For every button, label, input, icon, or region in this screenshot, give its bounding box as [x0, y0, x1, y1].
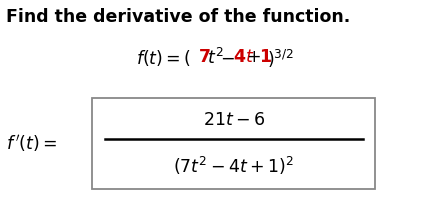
Text: $\mathit{f\,}'(t) =$: $\mathit{f\,}'(t) =$	[6, 133, 58, 153]
Text: $\mathbf{7}$: $\mathbf{7}$	[199, 48, 211, 66]
Text: Find the derivative of the function.: Find the derivative of the function.	[6, 8, 350, 26]
Text: $\mathbf{4}\mathit{t}$: $\mathbf{4}\mathit{t}$	[233, 48, 254, 66]
Text: $\mathit{f}(t) = ($: $\mathit{f}(t) = ($	[136, 48, 191, 68]
Text: $(7t^2 - 4t + 1)^2$: $(7t^2 - 4t + 1)^2$	[173, 154, 294, 176]
Text: $\mathit{t}^2$: $\mathit{t}^2$	[207, 48, 224, 68]
Text: $)^{3/2}$: $)^{3/2}$	[267, 48, 294, 70]
Text: $\mathbf{1}$: $\mathbf{1}$	[260, 48, 272, 66]
Text: $ - $: $ - $	[220, 48, 235, 66]
Text: $21t - 6$: $21t - 6$	[202, 110, 265, 128]
Text: $ + $: $ + $	[247, 48, 261, 66]
